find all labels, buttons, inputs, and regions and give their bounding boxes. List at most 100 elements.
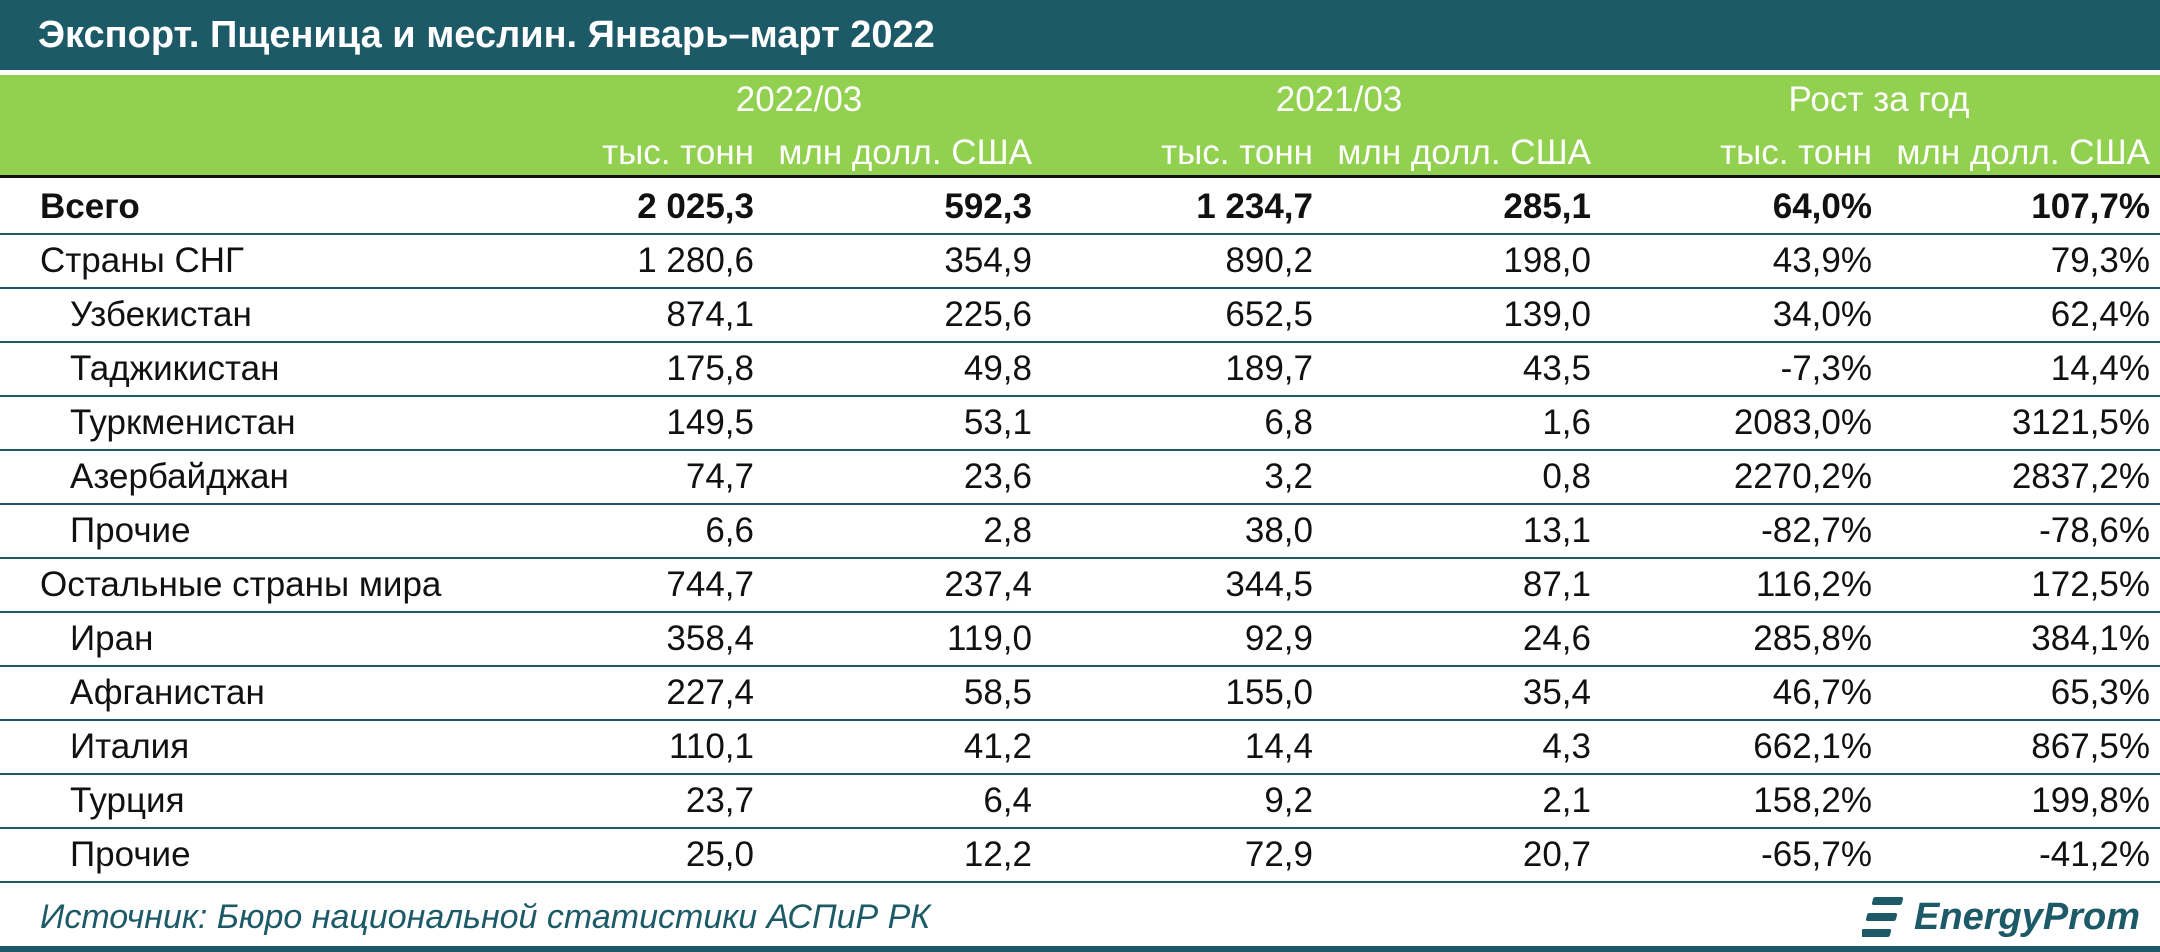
- cell-value: 2270,2%: [1591, 450, 1872, 505]
- row-padding: [2150, 828, 2160, 883]
- table-row: Страны СНГ 1 280,6 354,9 890,2 198,0 43,9% 79,…: [0, 234, 2160, 289]
- column-unit-row: тыс. тонн млн долл. США тыс. тонн млн до…: [0, 128, 2160, 178]
- cell-value: 12,2: [754, 828, 1032, 883]
- table-row: Турция 23,7 6,4 9,2 2,1 158,2% 199,8%: [0, 774, 2160, 829]
- cell-value: 225,6: [754, 288, 1032, 343]
- cell-value: 237,4: [754, 558, 1032, 613]
- cell-value: 6,4: [754, 774, 1032, 829]
- row-padding: [2150, 666, 2160, 721]
- cell-value: 3121,5%: [1872, 396, 2150, 451]
- header-band: [0, 75, 2160, 178]
- cell-value: -78,6%: [1872, 504, 2150, 559]
- cell-value: 49,8: [754, 342, 1032, 397]
- cell-value: 20,7: [1313, 828, 1591, 883]
- cell-value: 652,5: [1032, 288, 1313, 343]
- cell-value: 155,0: [1032, 666, 1313, 721]
- row-label: Афганистан: [0, 666, 490, 721]
- cell-value: 72,9: [1032, 828, 1313, 883]
- cell-value: 384,1%: [1872, 612, 2150, 667]
- cell-value: 1,6: [1313, 396, 1591, 451]
- cell-value: 79,3%: [1872, 234, 2150, 289]
- cell-value: 24,6: [1313, 612, 1591, 667]
- table-body: Всего 2 025,3 592,3 1 234,7 285,1 64,0% 107,7%…: [0, 181, 2160, 883]
- row-padding: [2150, 558, 2160, 613]
- table-row: Италия 110,1 41,2 14,4 4,3 662,1% 867,5%: [0, 720, 2160, 775]
- row-padding: [2150, 234, 2160, 289]
- cell-value: 13,1: [1313, 504, 1591, 559]
- cell-value: 198,0: [1313, 234, 1591, 289]
- table-row: Туркменистан 149,5 53,1 6,8 1,6 2083,0% 3121,5…: [0, 396, 2160, 451]
- cell-value: 175,8: [490, 342, 754, 397]
- group-header-2021: 2021/03: [1275, 80, 1403, 119]
- cell-value: 344,5: [1032, 558, 1313, 613]
- cell-value: 199,8%: [1872, 774, 2150, 829]
- cell-value: 14,4%: [1872, 342, 2150, 397]
- row-label: Италия: [0, 720, 490, 775]
- table-row: Таджикистан 175,8 49,8 189,7 43,5 -7,3% 14,4%: [0, 342, 2160, 397]
- row-padding: [2150, 504, 2160, 559]
- row-padding: [2150, 396, 2160, 451]
- cell-value: 227,4: [490, 666, 754, 721]
- cell-value: 87,1: [1313, 558, 1591, 613]
- cell-value: 285,1: [1313, 181, 1591, 235]
- row-label: Турция: [0, 774, 490, 829]
- cell-value: -82,7%: [1591, 504, 1872, 559]
- row-label: Прочие: [0, 504, 490, 559]
- table-row: Азербайджан 74,7 23,6 3,2 0,8 2270,2% 2837,2%: [0, 450, 2160, 505]
- cell-value: 2837,2%: [1872, 450, 2150, 505]
- row-label: Прочие: [0, 828, 490, 883]
- cell-value: 35,4: [1313, 666, 1591, 721]
- cell-value: 23,6: [754, 450, 1032, 505]
- cell-value: 358,4: [490, 612, 754, 667]
- cell-value: 2,8: [754, 504, 1032, 559]
- cell-value: 172,5%: [1872, 558, 2150, 613]
- cell-value: 119,0: [754, 612, 1032, 667]
- energyprom-logo: EnergyProm: [1862, 890, 2140, 944]
- row-label: Азербайджан: [0, 450, 490, 505]
- row-padding: [2150, 720, 2160, 775]
- row-label: Остальные страны мира: [0, 558, 490, 613]
- cell-value: 149,5: [490, 396, 754, 451]
- cell-value: 592,3: [754, 181, 1032, 235]
- cell-value: 110,1: [490, 720, 754, 775]
- cell-value: 74,7: [490, 450, 754, 505]
- cell-value: -65,7%: [1591, 828, 1872, 883]
- cell-value: 92,9: [1032, 612, 1313, 667]
- unit-header-3: тыс. тонн: [1161, 133, 1313, 172]
- data-table: Всего 2 025,3 592,3 1 234,7 285,1 64,0% 107,7%…: [0, 181, 2160, 883]
- row-padding: [2150, 450, 2160, 505]
- cell-value: -7,3%: [1591, 342, 1872, 397]
- row-padding: [2150, 774, 2160, 829]
- cell-value: 2083,0%: [1591, 396, 1872, 451]
- cell-value: 874,1: [490, 288, 754, 343]
- table-row: Всего 2 025,3 592,3 1 234,7 285,1 64,0% 107,7%: [0, 181, 2160, 235]
- source-note: Источник: Бюро национальной статистики А…: [40, 898, 931, 936]
- row-label: Иран: [0, 612, 490, 667]
- cell-value: 62,4%: [1872, 288, 2150, 343]
- table-row: Прочие 6,6 2,8 38,0 13,1 -82,7% -78,6%: [0, 504, 2160, 559]
- cell-value: 14,4: [1032, 720, 1313, 775]
- row-padding: [2150, 181, 2160, 235]
- row-label: Страны СНГ: [0, 234, 490, 289]
- unit-header-2: млн долл. США: [778, 133, 1032, 172]
- cell-value: 354,9: [754, 234, 1032, 289]
- footer: Источник: Бюро национальной статистики А…: [0, 884, 2160, 952]
- cell-value: 0,8: [1313, 450, 1591, 505]
- cell-value: 107,7%: [1872, 181, 2150, 235]
- row-padding: [2150, 612, 2160, 667]
- table-row: Прочие 25,0 12,2 72,9 20,7 -65,7% -41,2%: [0, 828, 2160, 883]
- cell-value: 43,9%: [1591, 234, 1872, 289]
- cell-value: 116,2%: [1591, 558, 1872, 613]
- cell-value: 41,2: [754, 720, 1032, 775]
- row-padding: [2150, 288, 2160, 343]
- table-title: Экспорт. Пщеница и меслин. Январь–март 2…: [0, 0, 2160, 70]
- row-padding: [2150, 342, 2160, 397]
- cell-value: -41,2%: [1872, 828, 2150, 883]
- cell-value: 65,3%: [1872, 666, 2150, 721]
- cell-value: 3,2: [1032, 450, 1313, 505]
- unit-header-6: млн долл. США: [1896, 133, 2150, 172]
- cell-value: 38,0: [1032, 504, 1313, 559]
- cell-value: 1 234,7: [1032, 181, 1313, 235]
- logo-stripes-icon: [1862, 897, 1904, 937]
